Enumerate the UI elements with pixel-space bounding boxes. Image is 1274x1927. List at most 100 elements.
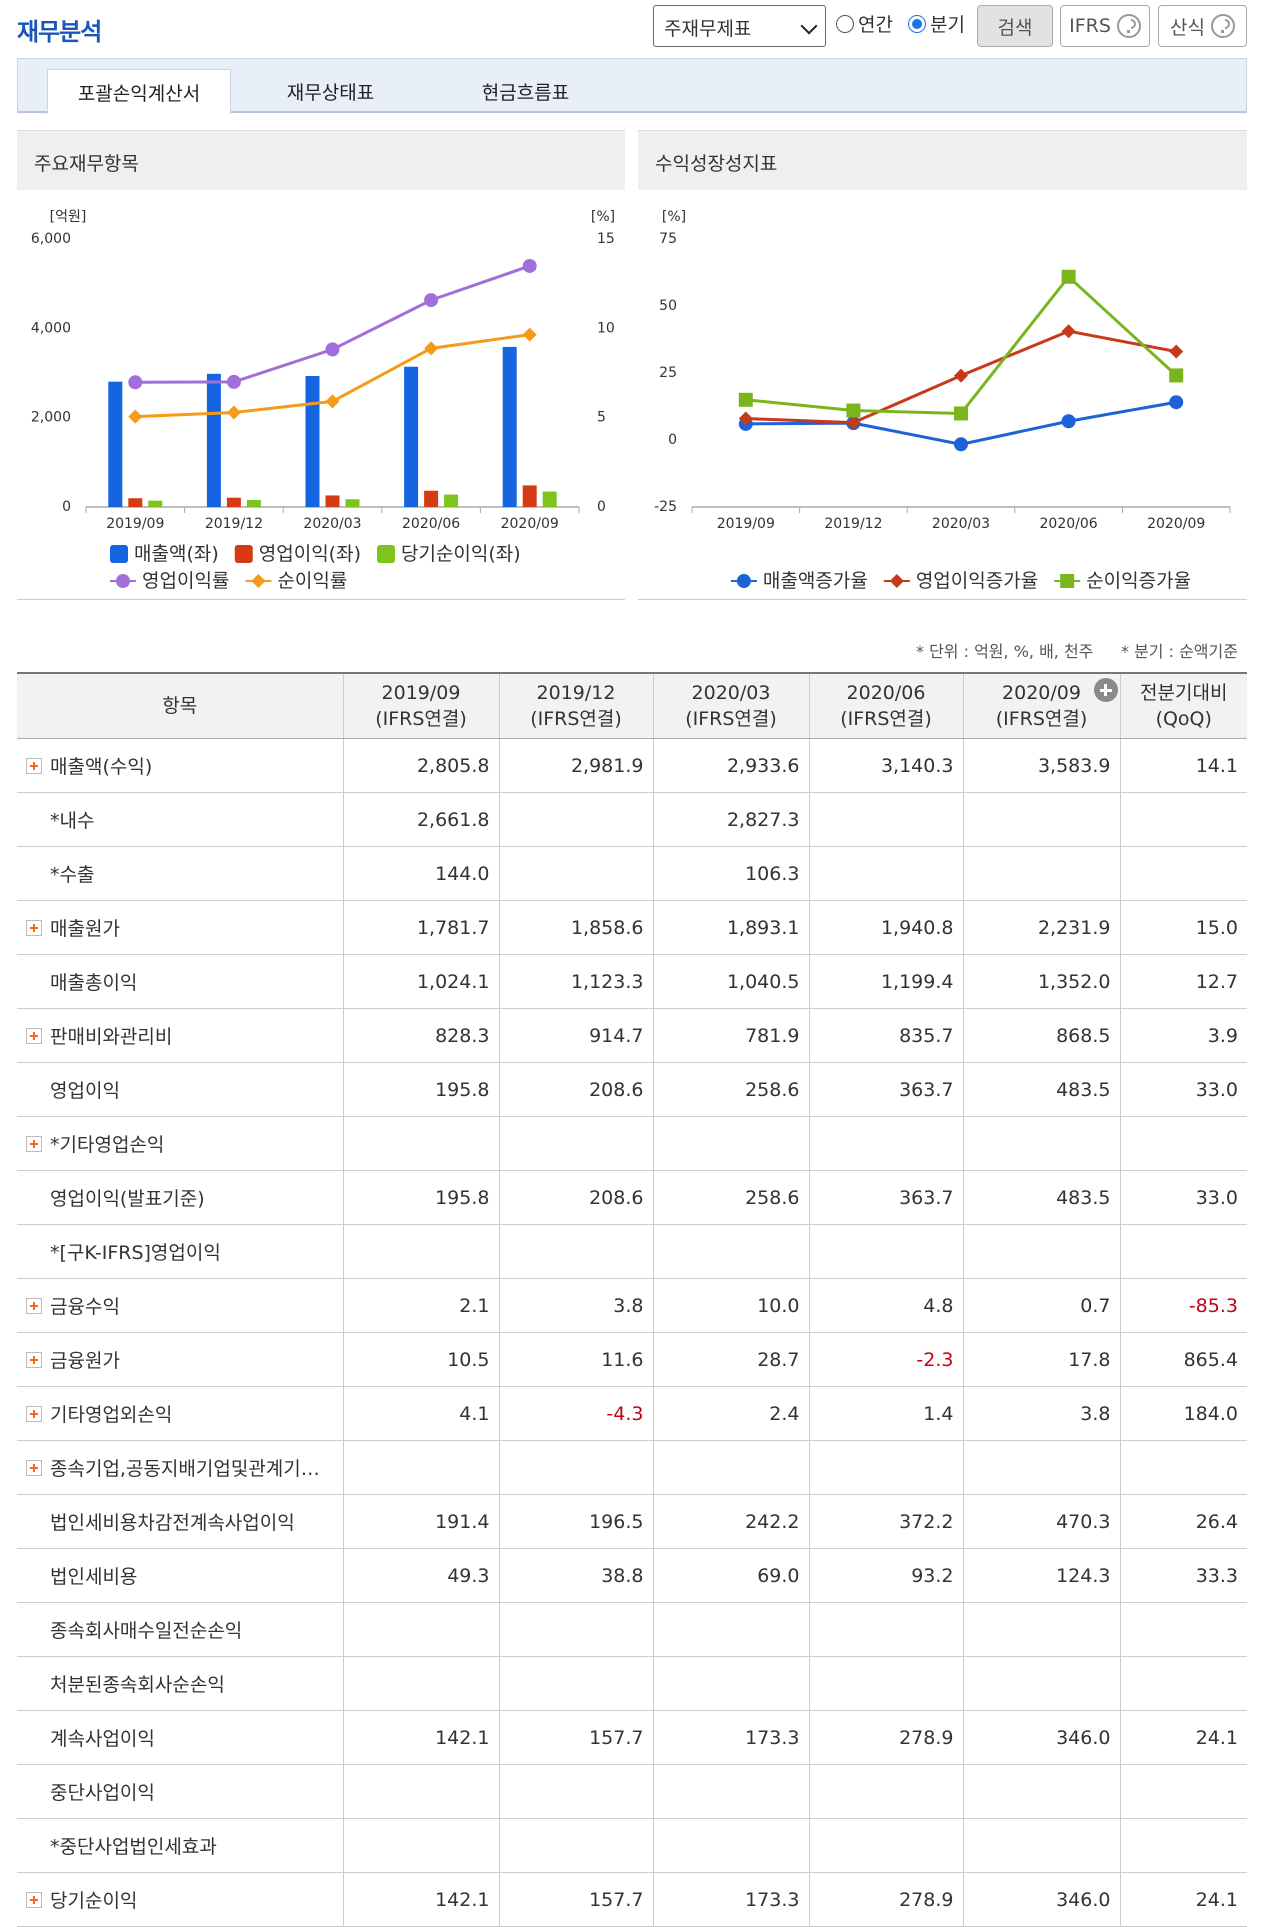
legend-item: 영업이익(좌)	[234, 543, 361, 565]
button-label: 산식	[1170, 16, 1205, 39]
x-tick-label: 2020/09	[501, 516, 559, 532]
expand-icon[interactable]	[26, 1406, 42, 1422]
row-label-text: 종속회사매수일전순손익	[50, 1620, 243, 1642]
legend-item: 순이익률	[245, 570, 347, 592]
cell: 258.6	[652, 1062, 809, 1117]
cell: 38.8	[498, 1548, 653, 1603]
row-label-text: *기타영업손익	[50, 1134, 165, 1156]
legend: 영업이익률 순이익률	[110, 570, 347, 592]
table-row: *[구K-IFRS]영업이익	[17, 1224, 1247, 1279]
cell: 142.1	[342, 1872, 499, 1927]
help-icon	[1116, 14, 1141, 38]
table-row: 법인세비용차감전계속사업이익 191.4 196.5 242.2 372.2 470.3 2…	[17, 1494, 1247, 1549]
row-label-text: *중단사업법인세효과	[50, 1836, 217, 1858]
cell	[498, 1440, 653, 1495]
cell	[1119, 846, 1247, 901]
expand-icon[interactable]	[26, 1298, 42, 1314]
y-tick-label: 6,000	[31, 231, 71, 247]
formula-button[interactable]: 산식	[1158, 5, 1247, 47]
tab[interactable]: 현금흐름표	[438, 69, 613, 114]
y-tick-label: 0	[668, 432, 677, 448]
cell: 1,199.4	[808, 954, 963, 1009]
marker	[846, 403, 861, 418]
add-column-icon[interactable]	[1093, 678, 1118, 702]
marker	[325, 342, 340, 357]
expand-icon[interactable]	[26, 1892, 42, 1908]
bar	[542, 491, 557, 507]
marker	[226, 374, 241, 389]
legend-swatch	[234, 545, 253, 563]
cell: 208.6	[498, 1062, 653, 1117]
y2-tick-label: 10	[597, 320, 615, 336]
column-header: 2020/06 (IFRS연결)	[808, 672, 963, 739]
row-label-text: 판매비와관리비	[50, 1026, 173, 1048]
statement-select[interactable]: 주재무제표	[653, 5, 826, 47]
cell: 1.4	[808, 1386, 963, 1441]
row-label-text: 당기순이익	[50, 1890, 138, 1912]
row-label: 계속사업이익	[17, 1710, 343, 1765]
row-label-text: 중단사업이익	[50, 1782, 155, 1804]
ifrs-button[interactable]: IFRS	[1060, 5, 1150, 47]
legend-item: 매출액(좌)	[110, 543, 219, 565]
cell: 363.7	[808, 1062, 963, 1117]
expand-icon[interactable]	[26, 1460, 42, 1476]
column-header: 2019/09 (IFRS연결)	[342, 672, 499, 739]
cell: 483.5	[962, 1062, 1120, 1117]
cell: 1,024.1	[342, 954, 499, 1009]
cell: 124.3	[962, 1548, 1120, 1603]
header-line: 2019/12	[536, 682, 616, 704]
header-line: 2020/09	[1002, 682, 1081, 704]
y-tick-label: 0	[62, 499, 71, 515]
table-row: 판매비와관리비 828.3 914.7 781.9 835.7 868.5 3.9	[17, 1008, 1247, 1063]
cell: 2,231.9	[962, 900, 1120, 955]
y-tick-label: 50	[659, 298, 677, 314]
table-row: 법인세비용 49.3 38.8 69.0 93.2 124.3 33.3	[17, 1548, 1247, 1603]
legend-label: 순이익증가율	[1086, 570, 1191, 592]
table-row: 중단사업이익	[17, 1764, 1247, 1819]
search-button[interactable]: 검색	[977, 5, 1053, 47]
cell	[1119, 1818, 1247, 1873]
period-radio[interactable]: 연간	[836, 10, 893, 37]
row-label: *수출	[17, 846, 343, 901]
cell: 28.7	[652, 1332, 809, 1387]
header-line: (IFRS연결)	[375, 708, 467, 730]
column-header: 항목	[17, 672, 343, 739]
cell: 1,352.0	[962, 954, 1120, 1009]
expand-icon[interactable]	[26, 1352, 42, 1368]
x-tick-label: 2019/09	[717, 516, 775, 532]
row-label: *중단사업법인세효과	[17, 1818, 343, 1873]
table-row: 기타영업외손익 4.1 -4.3 2.4 1.4 3.8 184.0	[17, 1386, 1247, 1441]
row-label-text: 매출액(수익)	[50, 756, 153, 778]
marker	[1061, 269, 1076, 284]
header-line: (IFRS연결)	[840, 708, 932, 730]
cell: 258.6	[652, 1170, 809, 1225]
row-label: 매출총이익	[17, 954, 343, 1009]
cell: 4.1	[342, 1386, 499, 1441]
row-label-text: 영업이익(발표기준)	[50, 1188, 205, 1210]
period-radio[interactable]: 분기	[908, 10, 965, 37]
row-label: 종속기업,공동지배기업및관계기…	[17, 1440, 343, 1495]
cell: 781.9	[652, 1008, 809, 1063]
expand-icon[interactable]	[26, 1028, 42, 1044]
x-tick-label: 2020/03	[303, 516, 361, 532]
header-row: 항목 2019/09 (IFRS연결) 2019/12 (IFRS연결) 2020/03 (…	[17, 672, 1247, 739]
cell: 2.1	[342, 1278, 499, 1333]
tab[interactable]: 포괄손익계산서	[47, 69, 231, 114]
radio-dot	[836, 14, 854, 33]
expand-icon[interactable]	[26, 758, 42, 774]
expand-icon[interactable]	[26, 920, 42, 936]
cell: 33.3	[1119, 1548, 1247, 1603]
tab[interactable]: 재무상태표	[248, 69, 413, 114]
legend-swatch	[376, 545, 395, 563]
table-row: 매출총이익 1,024.1 1,123.3 1,040.5 1,199.4 1,352.0…	[17, 954, 1247, 1009]
cell	[1119, 1764, 1247, 1819]
row-label: 매출원가	[17, 900, 343, 955]
expand-icon[interactable]	[26, 1136, 42, 1152]
cell: 1,123.3	[498, 954, 653, 1009]
cell: 196.5	[498, 1494, 653, 1549]
cell: 144.0	[342, 846, 499, 901]
cell: -4.3	[498, 1386, 653, 1441]
legend-item: 순이익증가율	[1054, 570, 1191, 592]
marker	[846, 415, 861, 430]
